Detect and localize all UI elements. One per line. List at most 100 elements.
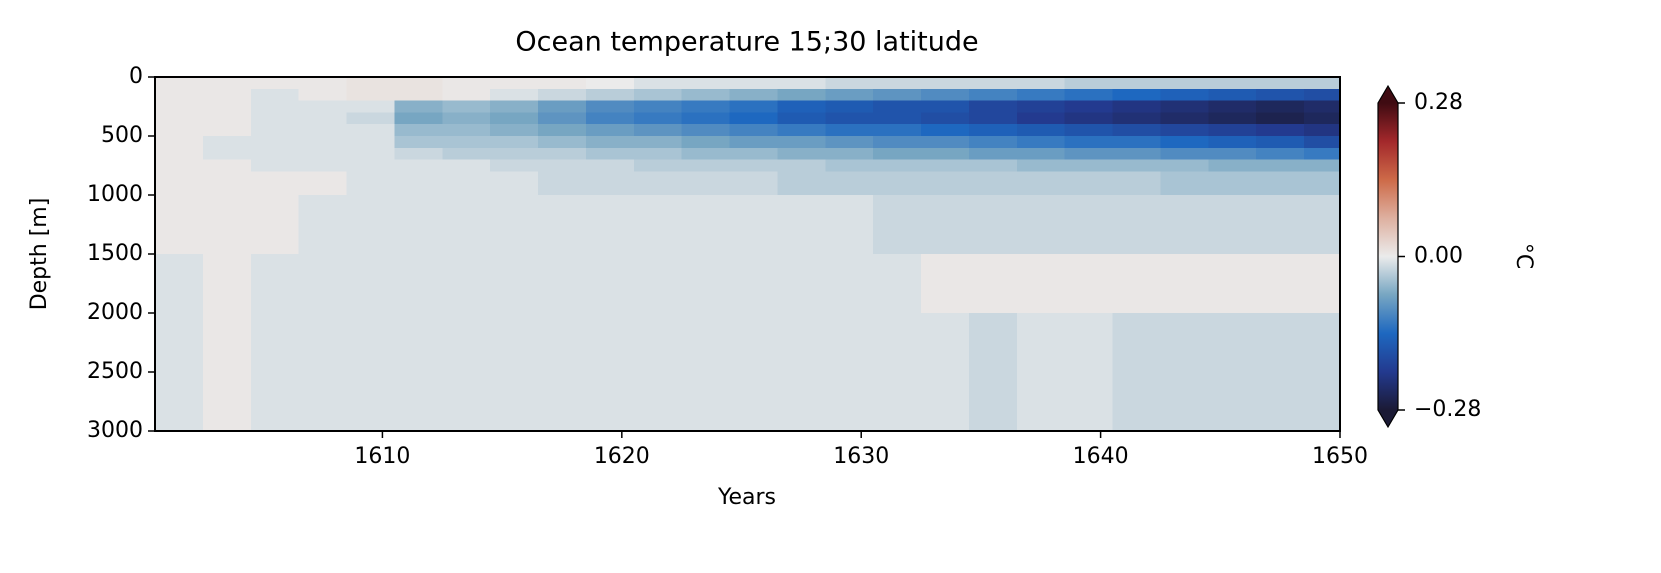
cell: [1112, 254, 1161, 314]
cell: [921, 112, 970, 125]
cell: [729, 147, 778, 161]
cell: [394, 88, 443, 102]
cell: [1064, 124, 1114, 137]
cell: [1160, 88, 1209, 102]
cell: [777, 77, 826, 90]
cell: [873, 313, 922, 431]
cell: [1208, 254, 1257, 314]
colorbar-tick-label: 0.28: [1414, 90, 1463, 115]
cell: [538, 77, 587, 90]
cell: [1256, 88, 1305, 102]
cell: [538, 171, 587, 196]
cell: [155, 147, 204, 161]
cell: [921, 159, 970, 172]
cell: [777, 254, 826, 314]
cell: [1112, 88, 1161, 102]
cell: [202, 313, 252, 431]
cell: [490, 147, 539, 161]
cell: [202, 254, 252, 314]
cell: [346, 254, 395, 314]
cell: [777, 136, 826, 149]
cell: [202, 136, 252, 149]
cell: [250, 88, 300, 102]
cell: [202, 88, 252, 102]
cell: [1016, 195, 1066, 255]
cell: [681, 124, 731, 137]
cell: [298, 313, 348, 431]
cell: [585, 88, 635, 102]
cell: [1304, 112, 1340, 125]
cell: [968, 254, 1018, 314]
cell: [1064, 171, 1114, 196]
colorbar-label: °C: [1511, 243, 1536, 269]
cell: [921, 124, 970, 137]
cell: [585, 254, 635, 314]
cell: [729, 100, 778, 113]
cell: [202, 159, 252, 172]
cell: [921, 77, 970, 90]
cell: [394, 100, 443, 113]
cell: [1160, 313, 1209, 431]
cell: [585, 112, 635, 125]
cell: [490, 313, 539, 431]
cell: [968, 313, 1018, 431]
cell: [250, 195, 300, 255]
cell: [155, 313, 204, 431]
cell: [825, 159, 874, 172]
cell: [777, 112, 826, 125]
cell: [777, 88, 826, 102]
colorbar-tick-label: 0.00: [1414, 244, 1463, 269]
cell: [585, 147, 635, 161]
cell: [873, 195, 922, 255]
cell: [1304, 77, 1340, 90]
y-tick-label: 500: [101, 123, 143, 148]
cell: [681, 254, 731, 314]
cell: [250, 100, 300, 113]
cell: [442, 159, 491, 172]
cell: [490, 88, 539, 102]
cell: [873, 112, 922, 125]
cell: [155, 195, 204, 255]
cell: [1208, 159, 1257, 172]
cell: [968, 171, 1018, 196]
cell: [346, 195, 395, 255]
cell: [394, 77, 443, 90]
cell: [346, 88, 395, 102]
cell: [777, 171, 826, 196]
cell: [1016, 313, 1066, 431]
cell: [633, 195, 683, 255]
cell: [1064, 112, 1114, 125]
cell: [777, 100, 826, 113]
cell: [202, 171, 252, 196]
x-tick-label: 1640: [1073, 444, 1129, 469]
cell: [202, 100, 252, 113]
cell: [1064, 195, 1114, 255]
cell: [1160, 124, 1209, 137]
cell: [1064, 88, 1114, 102]
cell: [394, 147, 443, 161]
y-tick-label: 2500: [87, 359, 143, 384]
cell: [1304, 147, 1340, 161]
cell: [1208, 77, 1257, 90]
cell: [1208, 147, 1257, 161]
cell: [1016, 147, 1066, 161]
cell: [155, 88, 204, 102]
cell: [921, 313, 970, 431]
cell: [1256, 112, 1305, 125]
cell: [1112, 124, 1161, 137]
cell: [729, 112, 778, 125]
cell: [873, 88, 922, 102]
cell: [968, 159, 1018, 172]
cell: [538, 195, 587, 255]
colorbar-extend-bottom: [1378, 410, 1398, 427]
cell: [538, 159, 587, 172]
cell: [585, 100, 635, 113]
cell: [825, 100, 874, 113]
cell: [681, 88, 731, 102]
cell: [202, 112, 252, 125]
cell: [298, 112, 348, 125]
cell: [1256, 136, 1305, 149]
cell: [777, 124, 826, 137]
cell: [585, 313, 635, 431]
cell: [968, 147, 1018, 161]
